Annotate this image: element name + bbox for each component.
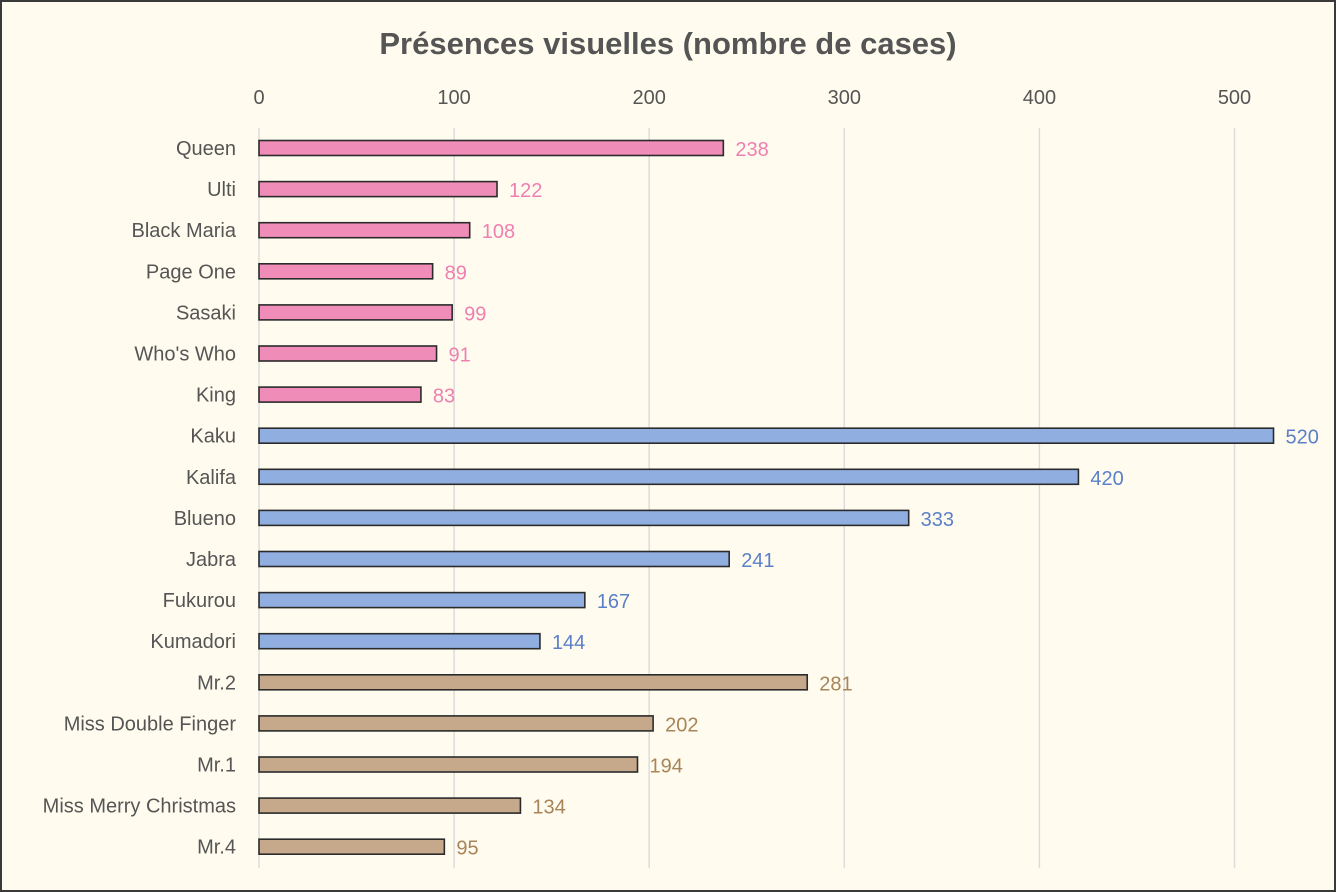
category-label: Mr.1 [197,755,236,777]
bar [258,304,453,321]
data-label: 89 [445,262,467,284]
data-label: 108 [482,221,515,243]
chart-title: Présences visuelles (nombre de cases) [379,26,956,61]
category-label: Kalifa [186,467,237,489]
category-label: Mr.4 [197,837,236,859]
data-label: 520 [1286,427,1319,449]
category-label: Kaku [190,426,236,448]
bar [258,550,730,568]
category-label: Queen [176,138,236,160]
bar [258,262,434,280]
category-label: Black Maria [132,220,237,242]
bar [258,632,541,650]
data-label: 144 [552,632,585,654]
bar [258,797,522,814]
bar [258,345,438,362]
category-label: Mr.2 [197,672,236,694]
data-label: 83 [433,386,455,408]
bar [258,715,654,732]
data-label: 238 [735,139,768,161]
bar [258,427,1275,445]
data-label: 99 [464,303,486,325]
bar [258,386,422,403]
x-tick-label: 300 [828,87,861,109]
bar [258,180,498,198]
bar [258,509,910,527]
category-label: King [196,385,236,407]
x-tick-label: 400 [1023,87,1056,109]
data-label: 91 [449,345,471,367]
bar [258,838,446,856]
data-label: 420 [1090,468,1123,490]
category-label: Miss Double Finger [64,713,237,735]
bar [258,756,639,773]
data-label: 134 [532,797,565,819]
category-label: Jabra [186,549,237,571]
data-label: 241 [741,550,774,572]
bars [258,139,1275,856]
grid-lines [258,128,1236,868]
value-labels: 238 122 108 89 99 91 83 520 420 333 241 167 144 281 20… [433,139,1319,860]
x-tick-label: 200 [633,87,666,109]
bar [258,221,471,239]
category-label: Sasaki [176,302,236,324]
data-label: 122 [509,180,542,202]
data-label: 194 [649,756,682,778]
bar [258,591,586,609]
bar [258,468,1080,486]
category-label: Kumadori [150,631,236,653]
x-tick-label: 100 [437,87,470,109]
x-tick-label: 500 [1218,87,1251,109]
data-label: 95 [456,838,478,860]
category-label: Page One [146,261,236,283]
bar [258,673,809,691]
x-tick-label: 0 [253,87,264,109]
data-label: 202 [665,714,698,736]
data-label: 281 [819,673,852,695]
x-axis-ticks: 0 100 200 300 400 500 [253,87,1251,109]
category-label: Miss Merry Christmas [43,796,236,818]
category-label: Fukurou [163,590,236,612]
category-label: Who's Who [134,344,236,366]
data-label: 167 [597,591,630,613]
category-label: Blueno [174,508,236,530]
bar [258,139,725,157]
category-label: Ulti [207,179,236,201]
category-labels: Queen Ulti Black Maria Page One Sasaki Who's … [43,138,237,859]
data-label: 333 [921,509,954,531]
